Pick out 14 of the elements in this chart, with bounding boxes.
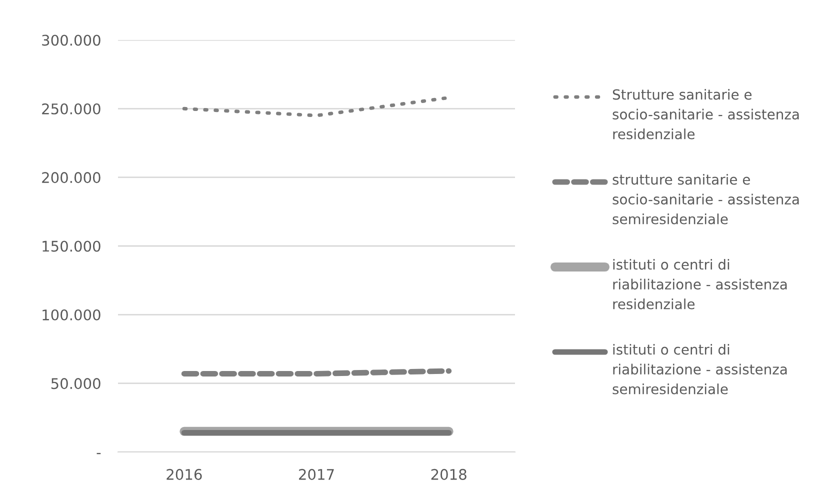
legend-label: istituti o centri di riabilitazione - assistenza semiresidenziale <box>612 344 787 394</box>
x-tick-label: 2018 <box>431 468 466 480</box>
legend-label: istituti o centri di riabilitazione - assistenza residenziale <box>613 259 787 310</box>
y-tick-label: 150.000 <box>42 240 100 252</box>
x-tick-label: 2016 <box>166 468 202 480</box>
y-tick-label: 100.000 <box>42 309 100 320</box>
legend-label: Strutture sanitarie e socio-sanitarie - assistenza residenziale <box>612 89 799 140</box>
y-tick-label: - <box>96 452 101 454</box>
y-tick-label: 200.000 <box>42 172 100 184</box>
legend-label: strutture sanitarie e socio-sanitarie - assistenza semiresidenziale <box>612 174 799 224</box>
x-tick-label: 2017 <box>299 468 334 480</box>
y-tick-label: 50.000 <box>51 378 100 390</box>
y-tick-label: 250.000 <box>42 103 100 114</box>
y-tick-label: 300.000 <box>42 34 100 46</box>
